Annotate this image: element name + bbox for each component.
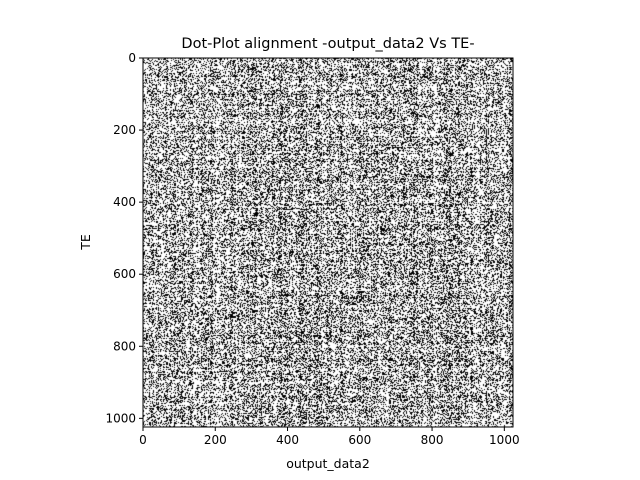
y-tick-label: 1000	[105, 411, 136, 425]
x-axis-label: output_data2	[286, 456, 370, 471]
y-tick-label: 600	[113, 267, 136, 281]
x-tick-label: 800	[421, 433, 444, 447]
y-tick-label: 0	[128, 51, 136, 65]
x-tick-label: 0	[139, 433, 147, 447]
y-axis: 0 200 400 600 800 1000	[105, 51, 143, 425]
y-tick-label: 400	[113, 195, 136, 209]
x-axis: 0 200 400 600 800 1000	[139, 427, 520, 447]
y-axis-label: TE	[78, 234, 93, 251]
y-tick-label: 200	[113, 123, 136, 137]
chart-title: Dot-Plot alignment -output_data2 Vs TE-	[181, 36, 474, 52]
plot-area	[142, 57, 514, 428]
x-tick-label: 400	[276, 433, 299, 447]
x-tick-label: 200	[204, 433, 227, 447]
dot-matrix	[143, 58, 513, 427]
x-tick-label: 600	[348, 433, 371, 447]
plot-frame	[142, 57, 514, 428]
y-tick-label: 800	[113, 339, 136, 353]
x-tick-label: 1000	[489, 433, 520, 447]
